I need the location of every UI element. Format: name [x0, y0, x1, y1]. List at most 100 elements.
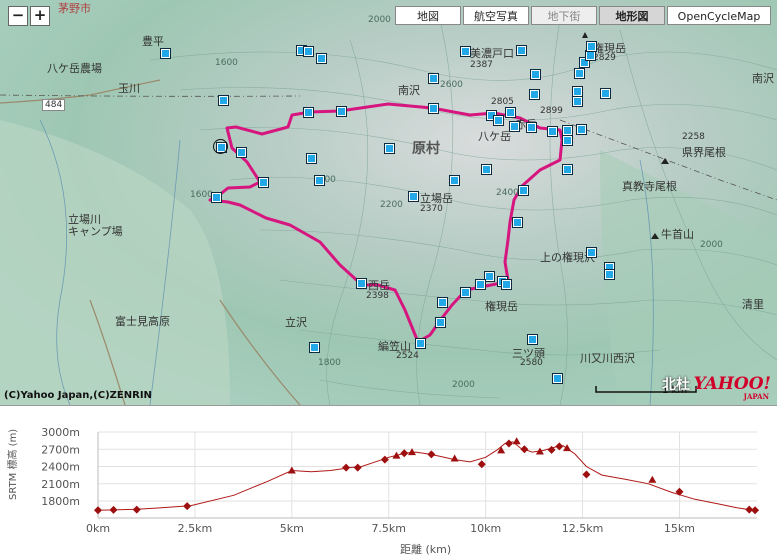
waypoint-marker[interactable] — [509, 121, 520, 132]
waypoint-marker[interactable] — [435, 317, 446, 328]
waypoint-marker[interactable] — [530, 69, 541, 80]
profile-marker-diamond — [547, 445, 556, 454]
x-tick-label: 10km — [470, 522, 501, 535]
waypoint-marker[interactable] — [211, 192, 222, 203]
mitsugashira-elevation: 2580 — [520, 358, 543, 368]
city-label: 茅野市 — [58, 2, 91, 15]
waypoint-marker[interactable] — [501, 279, 512, 290]
contour-label-1600b: 1600 — [190, 190, 213, 200]
waypoint-marker[interactable] — [493, 115, 504, 126]
kenkyo-elevation: 2258 — [682, 132, 705, 142]
profile-marker-triangle — [407, 448, 416, 456]
waypoint-marker[interactable] — [437, 297, 448, 308]
x-tick-label: 15km — [664, 522, 695, 535]
map-type-aerial-button[interactable]: 航空写真 — [463, 6, 529, 25]
waypoint-marker[interactable] — [574, 68, 585, 79]
map-view[interactable]: − + 地図 航空写真 地下街 地形図 OpenCycleMap 茅野市 豊平 … — [0, 0, 777, 406]
waypoint-marker[interactable] — [449, 175, 460, 186]
mitsugashira-label: 三ツ頭 — [512, 347, 545, 360]
contour-label-2000c: 2000 — [452, 380, 475, 390]
waypoint-marker[interactable] — [460, 287, 471, 298]
contour-label-1600a: 1600 — [215, 58, 238, 68]
waypoint-marker[interactable] — [484, 271, 495, 282]
waypoint-marker[interactable] — [303, 107, 314, 118]
waypoint-marker[interactable] — [586, 247, 597, 258]
y-tick-label: 1800m — [41, 495, 80, 508]
profile-marker-diamond — [520, 445, 529, 454]
waypoint-marker[interactable] — [356, 278, 367, 289]
waypoint-marker[interactable] — [303, 46, 314, 57]
terrain-layer — [0, 0, 777, 405]
waypoint-marker[interactable] — [526, 122, 537, 133]
waypoint-marker[interactable] — [562, 135, 573, 146]
y-axis-title: SRTM 標高 (m) — [8, 428, 19, 500]
waypoint-marker[interactable] — [258, 177, 269, 188]
y-tick-label: 2400m — [41, 461, 80, 474]
profile-marker-diamond — [380, 455, 389, 464]
waypoint-marker[interactable] — [579, 57, 590, 68]
profile-marker-diamond — [109, 505, 118, 514]
profile-marker-diamond — [504, 439, 513, 448]
profile-marker-diamond — [477, 460, 486, 469]
waypoint-marker[interactable] — [552, 373, 563, 384]
waypoint-marker[interactable] — [512, 217, 523, 228]
minamisawa-label-east: 南沢 — [752, 72, 774, 85]
waypoint-marker[interactable] — [586, 41, 597, 52]
waypoint-marker[interactable] — [384, 143, 395, 154]
profile-marker-diamond — [555, 442, 564, 451]
waypoint-marker[interactable] — [428, 73, 439, 84]
minodoguchi-label: 美濃戸口 — [470, 47, 514, 60]
zoom-out-button[interactable]: − — [8, 6, 28, 26]
gongen-ruins-label: 権現岳 — [485, 300, 518, 313]
waypoint-marker[interactable] — [505, 107, 516, 118]
waypoint-marker[interactable] — [547, 126, 558, 137]
waypoint-marker[interactable] — [475, 279, 486, 290]
waypoint-marker[interactable] — [415, 338, 426, 349]
waypoint-marker[interactable] — [562, 164, 573, 175]
contour-label-1800b: 1800 — [318, 358, 341, 368]
haramura-label: 原村 — [412, 141, 440, 157]
waypoint-marker[interactable] — [160, 48, 171, 59]
waypoint-marker[interactable] — [460, 46, 471, 57]
waypoint-marker[interactable] — [604, 269, 615, 280]
start-point-icon[interactable] — [213, 139, 228, 154]
yahoo-logo-text: YAHOO! — [693, 374, 771, 394]
waypoint-marker[interactable] — [316, 53, 327, 64]
waypoint-marker[interactable] — [600, 88, 611, 99]
waypoint-marker[interactable] — [572, 96, 583, 107]
contour-label-2600: 2600 — [440, 80, 463, 90]
gongendake-label: 権現岳 — [593, 42, 626, 55]
profile-marker-diamond — [751, 506, 760, 515]
waypoint-marker[interactable] — [576, 124, 587, 135]
y-tick-label: 2100m — [41, 478, 80, 491]
waypoint-marker[interactable] — [306, 153, 317, 164]
gongendake-elevation: 2829 — [593, 53, 616, 63]
zoom-in-button[interactable]: + — [30, 6, 50, 26]
waypoint-marker[interactable] — [481, 164, 492, 175]
nishidake-label: 西岳 — [368, 279, 390, 292]
waypoint-marker[interactable] — [529, 89, 540, 100]
waypoint-marker[interactable] — [408, 191, 419, 202]
waypoint-marker[interactable] — [336, 106, 347, 117]
fujimi-label: 富士見高原 — [115, 315, 170, 328]
route-484-badge: 484 — [42, 99, 66, 111]
yahoo-logo-sub: JAPAN — [743, 392, 769, 401]
waypoint-marker[interactable] — [428, 103, 439, 114]
map-type-terrain-button[interactable]: 地形図 — [599, 6, 665, 25]
waypoint-marker[interactable] — [218, 95, 229, 106]
map-type-opencyclemap-button[interactable]: OpenCycleMap — [667, 6, 771, 25]
waypoint-marker[interactable] — [516, 45, 527, 56]
x-tick-label: 12.5km — [562, 522, 604, 535]
profile-marker-diamond — [342, 463, 351, 472]
waypoint-marker[interactable] — [309, 342, 320, 353]
farm-label: 八ケ岳農場 — [47, 62, 102, 75]
waypoint-marker[interactable] — [527, 334, 538, 345]
waypoint-marker[interactable] — [314, 175, 325, 186]
akadake-elevation: 2899 — [540, 106, 563, 116]
tatesawa-label: 立沢 — [285, 316, 307, 329]
yahoo-logo: YAHOO! JAPAN — [693, 374, 771, 401]
waypoint-marker[interactable] — [518, 185, 529, 196]
profile-marker-triangle — [392, 451, 401, 459]
waypoint-marker[interactable] — [236, 147, 247, 158]
map-type-standard-button[interactable]: 地図 — [395, 6, 461, 25]
